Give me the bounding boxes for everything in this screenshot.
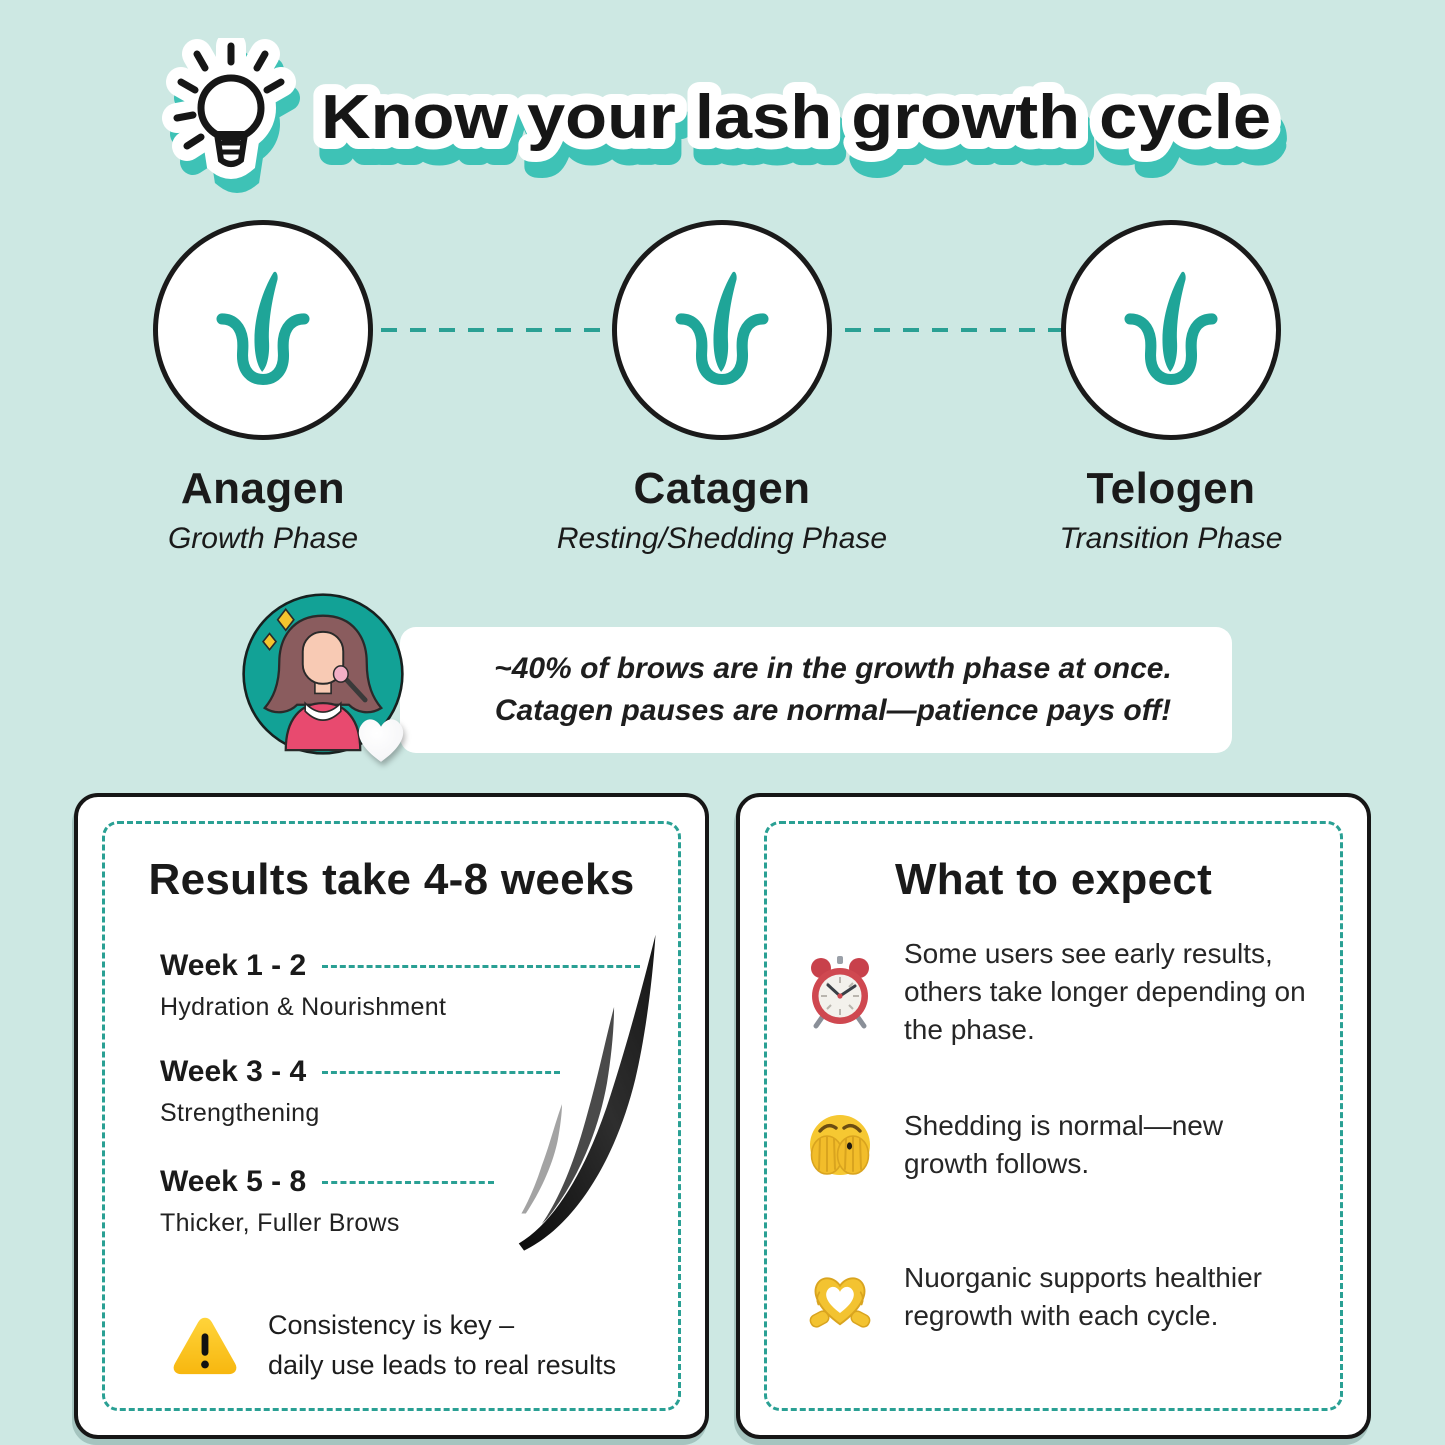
results-card-title: Results take 4-8 weeks [148, 855, 635, 904]
expect-item-text: Shedding is normal—new growth follows. [904, 1110, 1224, 1179]
peeking-face-icon [810, 1115, 870, 1175]
week-row-3: Week 5 - 8 Thicker, Fuller Brows [160, 1165, 495, 1238]
phase-circle [153, 220, 373, 440]
svg-text:Know your lash growth cycle: Know your lash growth cycle [327, 99, 1277, 168]
expect-item-text: Nuorganic supports healthier regrowth wi… [904, 1262, 1262, 1331]
phase-name: Telogen [1086, 464, 1256, 513]
expect-item-2: Shedding is normal—new growth follows. [804, 1107, 1244, 1183]
phase-catagen: Catagen Resting/Shedding Phase [557, 220, 887, 555]
fact-callout: ~40% of brows are in the growth phase at… [0, 565, 1445, 793]
phase-label: Anagen Growth Phase [33, 464, 493, 556]
title-shadow-layer: Know your lash growth cycle [169, 49, 1288, 193]
week-label: Week 3 - 4 [160, 1055, 307, 1088]
results-card: Results take 4-8 weeks Week 1 - 2 Hydrat… [74, 793, 709, 1439]
week-row-1: Week 1 - 2 Hydration & Nourishment [160, 949, 641, 1022]
callout-line-2: Catagen pauses are normal—patience pays … [494, 694, 1172, 727]
heart-icon [358, 719, 404, 762]
svg-text:Know your lash growth cycle: Know your lash growth cycle [321, 83, 1271, 152]
growth-cycle-diagram: Anagen Growth Phase Catagen Resting/Shed… [0, 220, 1445, 565]
callout-bubble: ~40% of brows are in the growth phase at… [400, 627, 1232, 753]
expect-item-3: Nuorganic supports healthier regrowth wi… [804, 1259, 1352, 1335]
alarm-clock-icon [811, 956, 869, 1029]
week-row-2: Week 3 - 4 Strengthening [160, 1055, 561, 1128]
header: Know your lash growth cycle Know your la… [0, 0, 1445, 208]
week-desc: Hydration & Nourishment [160, 993, 447, 1021]
follicle-icon [675, 271, 769, 386]
woman-avatar-icon [242, 593, 404, 755]
heart-hands-icon [809, 1277, 871, 1328]
expect-card-title: What to expect [894, 855, 1213, 904]
consistency-note-text: Consistency is key – daily use leads to … [268, 1310, 617, 1380]
week-dash-line [322, 1070, 561, 1074]
warning-icon [173, 1317, 237, 1375]
phase-name: Catagen [633, 464, 811, 513]
phase-subtitle: Transition Phase [1059, 522, 1283, 555]
week-label: Week 1 - 2 [160, 949, 307, 982]
follicle-icon [216, 271, 310, 386]
phase-name: Anagen [180, 464, 346, 513]
phase-label: Catagen Resting/Shedding Phase [492, 464, 952, 556]
callout-line-1: ~40% of brows are in the growth phase at… [494, 652, 1172, 685]
follicle-icon [1124, 271, 1218, 386]
phase-circle [1061, 220, 1281, 440]
consistency-note: Consistency is key – daily use leads to … [170, 1305, 616, 1385]
lash-illustration [518, 934, 656, 1251]
lightbulb-icon [173, 42, 284, 167]
week-label: Week 5 - 8 [160, 1165, 307, 1198]
phase-circle [612, 220, 832, 440]
phase-telogen: Telogen Transition Phase [1060, 220, 1282, 555]
page-title-text: Know your lash growth cycle [321, 83, 1271, 152]
phase-anagen: Anagen Growth Phase [153, 220, 373, 555]
phase-label: Telogen Transition Phase [941, 464, 1401, 556]
expect-item-1: Some users see early results, others tak… [804, 935, 1352, 1049]
page-title: Know your lash growth cycle Know your la… [161, 38, 1288, 193]
expect-item-text: Some users see early results, others tak… [904, 938, 1306, 1045]
info-cards: Results take 4-8 weeks Week 1 - 2 Hydrat… [74, 793, 1371, 1439]
title-cloud-layer: Know your lash growth cycle [161, 38, 1282, 179]
week-dash-line [322, 964, 641, 968]
expect-card: What to expect [736, 793, 1371, 1439]
week-dash-line [322, 1180, 495, 1184]
week-desc: Strengthening [160, 1099, 320, 1127]
phase-subtitle: Resting/Shedding Phase [556, 522, 888, 555]
week-desc: Thicker, Fuller Brows [160, 1209, 400, 1237]
phase-subtitle: Growth Phase [167, 522, 359, 555]
